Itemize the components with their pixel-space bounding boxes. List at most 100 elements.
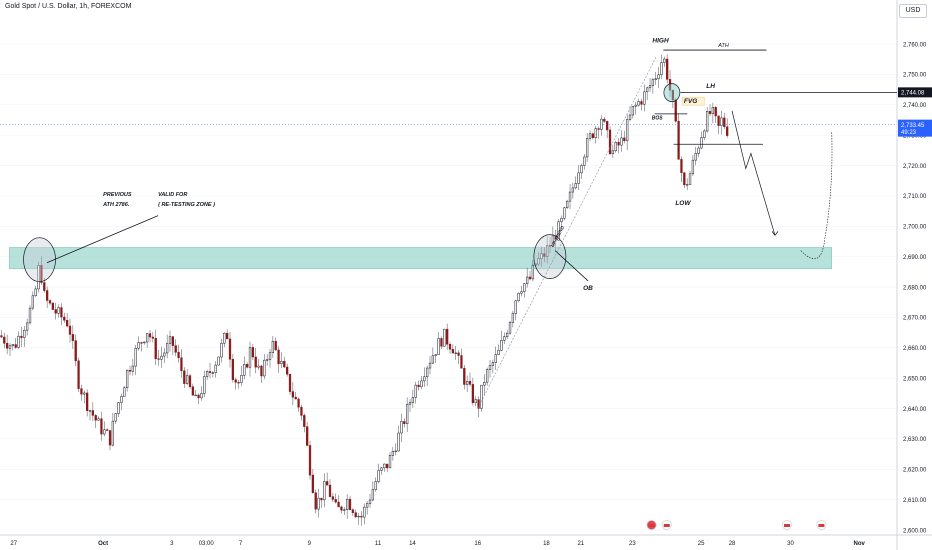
- candle-body: [348, 498, 352, 510]
- event-flag-icon: [784, 524, 791, 527]
- candle-body: [74, 340, 77, 362]
- candle-body: [277, 349, 280, 365]
- candle-body: [88, 410, 92, 412]
- candle-body: [677, 120, 680, 160]
- candles: [0, 54, 729, 526]
- current-price-tag: [898, 119, 932, 137]
- candle-body: [546, 245, 549, 257]
- candle-body: [71, 334, 74, 341]
- candle-body: [648, 85, 652, 89]
- candle-body: [146, 333, 149, 343]
- price-axis[interactable]: 2,600.00 2,610.00 2,620.00 2,630.00 2,640.00…: [898, 42, 932, 534]
- candle-body: [657, 74, 660, 79]
- candle-body: [11, 344, 14, 347]
- price-tick-label: 2,660.00: [903, 346, 927, 352]
- candle-body: [174, 345, 177, 353]
- candle-body: [23, 329, 26, 338]
- candle-body: [577, 172, 580, 184]
- candle-body: [486, 369, 489, 383]
- candle-body: [403, 421, 406, 424]
- candle-body: [154, 338, 157, 359]
- candle-body: [140, 342, 143, 344]
- candle-body: [171, 336, 174, 346]
- candle-body: [223, 332, 226, 344]
- candle-body: [500, 340, 503, 351]
- candle-body: [691, 159, 695, 175]
- previous-ath-pointer: [46, 215, 159, 264]
- candle-body: [114, 413, 117, 422]
- candle-body: [420, 380, 423, 388]
- candle-body: [526, 276, 529, 284]
- candle-body: [123, 387, 126, 397]
- candle-body: [254, 356, 257, 368]
- price-tick-label: 2,600.00: [903, 528, 927, 534]
- countdown-label: 49:23: [901, 130, 917, 136]
- candle-body: [708, 111, 712, 114]
- candle-body: [343, 509, 346, 511]
- candle-body: [226, 332, 229, 340]
- time-tick-label: 25: [698, 541, 705, 547]
- price-tick-label: 2,620.00: [903, 468, 927, 474]
- candle-body: [160, 355, 163, 360]
- fvg-label: FVG: [684, 98, 697, 105]
- candle-body: [417, 384, 420, 388]
- candle-body: [431, 355, 435, 364]
- candle-body: [66, 320, 69, 327]
- previous-ath-circle: [23, 237, 56, 283]
- candle-body: [211, 372, 215, 374]
- candle-body: [634, 104, 637, 107]
- currency-button[interactable]: USD: [899, 4, 927, 18]
- candle-body: [683, 172, 686, 186]
- candle-body: [300, 406, 303, 416]
- time-tick-label: Oct: [98, 541, 108, 547]
- candle-body: [14, 344, 17, 348]
- previous-ath-text: PREVIOUS: [103, 192, 132, 198]
- candle-body: [617, 142, 620, 146]
- time-axis[interactable]: 27 Oct 3 03:00 7 9 11 14 16 18 21 23 25 28 30 Nov: [10, 520, 866, 547]
- candle-body: [54, 309, 57, 314]
- candle-body: [323, 481, 326, 501]
- projection-curve: [800, 132, 833, 260]
- candle-body: [186, 375, 189, 384]
- candle-body: [386, 463, 389, 469]
- candle-body: [120, 396, 123, 403]
- candle-body: [714, 107, 717, 117]
- candle-body: [214, 364, 217, 373]
- candle-body: [83, 392, 86, 395]
- candle-body: [491, 362, 495, 366]
- candle-body: [243, 364, 246, 376]
- candle-body: [108, 430, 112, 446]
- candle-body: [288, 373, 292, 392]
- candle-body: [314, 492, 317, 510]
- time-tick-label: 23: [629, 541, 636, 547]
- candle-body: [183, 370, 186, 384]
- candle-body: [191, 386, 194, 396]
- candle-body: [468, 381, 472, 385]
- candle-body: [291, 391, 295, 398]
- projection-path: [731, 110, 776, 236]
- candle-body: [597, 128, 600, 130]
- candle-body: [340, 506, 343, 511]
- candle-body: [143, 341, 146, 344]
- candle-body: [474, 399, 477, 403]
- price-tick-label: 2,690.00: [903, 255, 927, 261]
- candle-body: [168, 336, 172, 344]
- candle-body: [91, 410, 94, 416]
- candle-body: [274, 340, 277, 351]
- candle-body: [308, 445, 312, 476]
- candle-body: [466, 381, 469, 385]
- candle-body: [583, 156, 586, 166]
- time-tick-label: 27: [10, 541, 17, 547]
- price-tick-label: 2,650.00: [903, 376, 927, 382]
- candle-body: [426, 367, 429, 378]
- candle-body: [68, 325, 72, 335]
- candle-body: [437, 338, 440, 355]
- price-tick-label: 2,670.00: [903, 316, 927, 322]
- candle-body: [203, 376, 206, 394]
- price-tick-label: 2,740.00: [903, 103, 927, 109]
- candle-body: [317, 497, 320, 510]
- candle-body: [551, 235, 555, 247]
- candle-body: [688, 173, 692, 185]
- candle-body: [608, 129, 612, 155]
